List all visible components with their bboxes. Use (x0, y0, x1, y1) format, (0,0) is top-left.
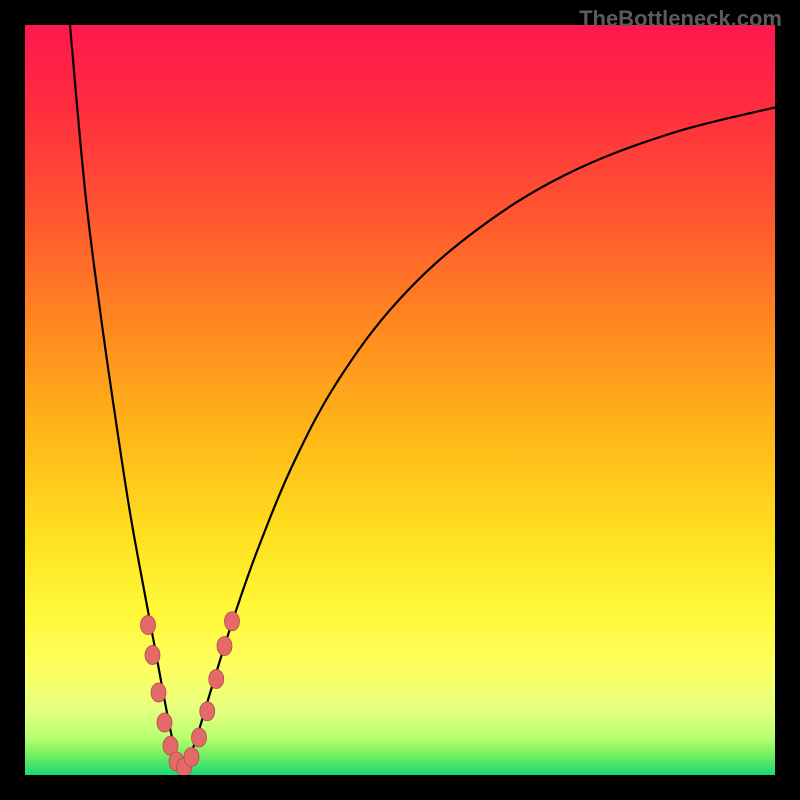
data-marker (157, 713, 172, 732)
data-marker (184, 748, 199, 767)
data-marker (141, 616, 156, 635)
chart-svg (0, 0, 800, 800)
data-marker (225, 612, 240, 631)
chart-background (25, 25, 775, 775)
data-marker (200, 702, 215, 721)
data-marker (192, 728, 207, 747)
data-marker (209, 670, 224, 689)
watermark-text: TheBottleneck.com (579, 6, 782, 32)
data-marker (145, 646, 160, 665)
bottleneck-chart: TheBottleneck.com (0, 0, 800, 800)
data-marker (151, 683, 166, 702)
data-marker (217, 637, 232, 656)
